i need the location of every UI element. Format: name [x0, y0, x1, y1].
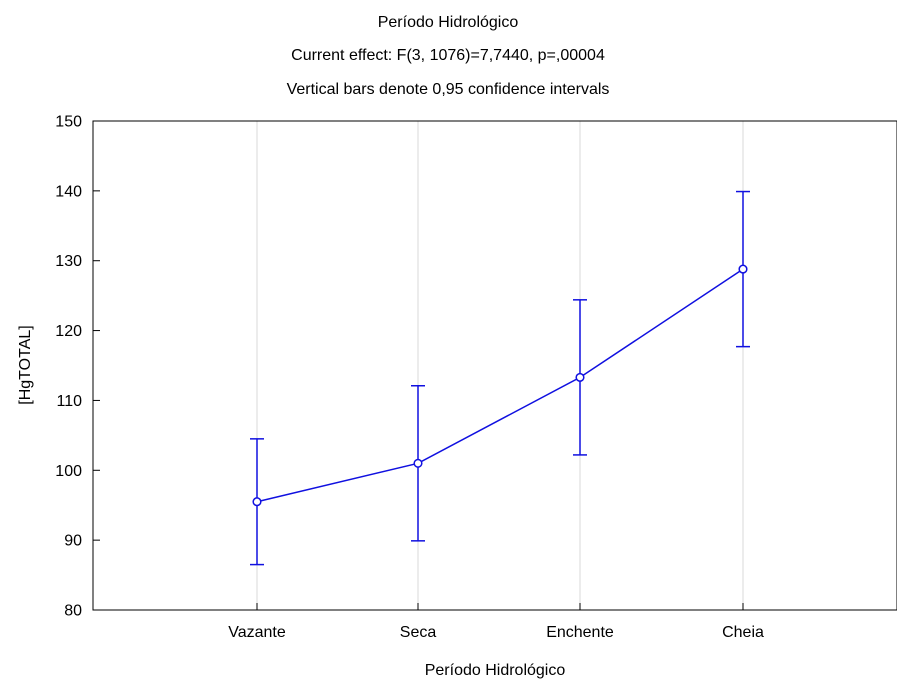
- x-axis: Vazante Seca Enchente Cheia: [228, 603, 764, 641]
- chart-title: Período Hidrológico: [378, 14, 519, 31]
- y-axis-label: [HgTOTAL]: [17, 325, 34, 404]
- data-point: [413, 458, 423, 468]
- data-points: [252, 264, 748, 507]
- data-point: [738, 264, 748, 274]
- y-tick-label: 80: [64, 603, 82, 620]
- y-tick-label: 90: [64, 533, 82, 550]
- y-tick-label: 110: [56, 393, 82, 410]
- y-tick-label: 100: [55, 463, 82, 480]
- plot-frame: [92, 120, 897, 611]
- grid-lines: [256, 121, 744, 610]
- x-tick-label: Enchente: [546, 624, 614, 641]
- y-tick-label: 150: [55, 114, 82, 131]
- y-tick-label: 130: [55, 253, 82, 270]
- chart-subtitle-ci: Vertical bars denote 0,95 confidence int…: [287, 81, 610, 98]
- x-tick-label: Cheia: [722, 624, 764, 641]
- x-axis-label: Período Hidrológico: [425, 662, 566, 679]
- error-bars: [250, 190, 750, 566]
- chart-subtitle-effect: Current effect: F(3, 1076)=7,7440, p=,00…: [291, 47, 605, 64]
- x-tick-label: Seca: [400, 624, 437, 641]
- y-axis: 80 90 100 110 120 130 140 150: [55, 114, 100, 620]
- data-point: [575, 372, 585, 382]
- series-line: [256, 268, 744, 503]
- data-point: [252, 497, 262, 507]
- x-tick-label: Vazante: [228, 624, 286, 641]
- y-tick-label: 140: [55, 183, 82, 200]
- y-tick-label: 120: [55, 323, 82, 340]
